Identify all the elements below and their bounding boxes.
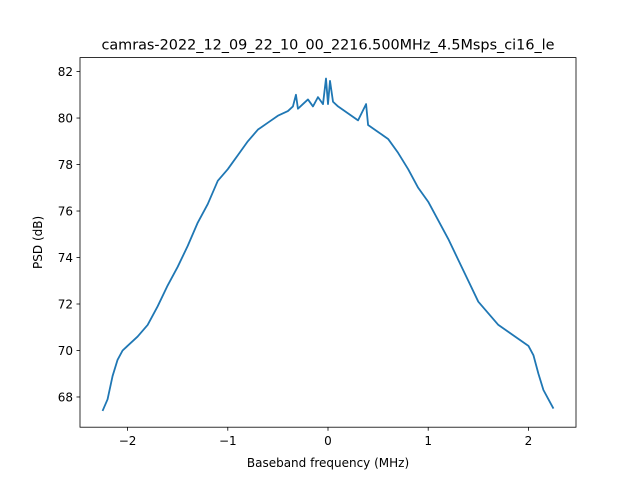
y-axis-label: PSD (dB) [31,216,45,269]
x-tick-label: 0 [324,434,332,448]
axes-frame [79,57,577,428]
y-tick-label: 76 [58,204,73,218]
x-tick-label: 1 [424,434,432,448]
x-tick-label: 2 [525,434,533,448]
y-tick-label: 82 [58,65,73,79]
plot-area [101,77,555,412]
y-tick-label: 74 [58,251,73,265]
y-tick-label: 72 [58,297,73,311]
y-tick-label: 80 [58,111,73,125]
x-axis-label: Baseband frequency (MHz) [247,456,409,470]
psd-series-line-0 [101,77,555,412]
x-tick-label: −2 [119,434,137,448]
y-tick-label: 70 [58,344,73,358]
x-tick-label: −1 [219,434,237,448]
y-tick-label: 78 [58,158,73,172]
y-tick-label: 68 [58,390,73,404]
chart-title: camras-2022_12_09_22_10_00_2216.500MHz_4… [101,38,554,54]
axis-ticks: −2 −1 0 1 2 68 70 72 74 76 78 80 82 [58,65,533,448]
